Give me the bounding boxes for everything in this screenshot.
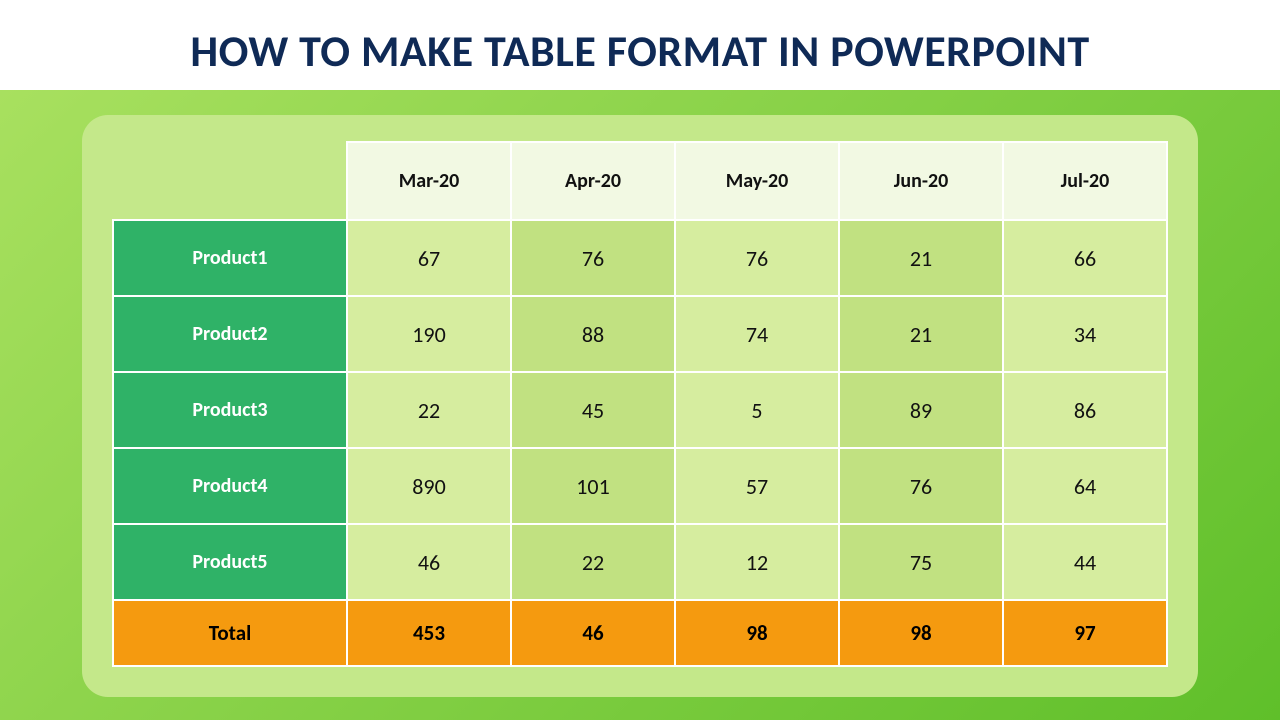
cell: 21 (839, 296, 1003, 372)
table-header-row: Mar-20 Apr-20 May-20 Jun-20 Jul-20 (113, 142, 1167, 220)
row-label: Product4 (113, 448, 347, 524)
slide-stage: Mar-20 Apr-20 May-20 Jun-20 Jul-20 Produ… (0, 90, 1280, 720)
cell: 67 (347, 220, 511, 296)
table-row: Product5 46 22 12 75 44 (113, 524, 1167, 600)
page-title: HOW TO MAKE TABLE FORMAT IN POWERPOINT (0, 0, 1280, 86)
total-label: Total (113, 600, 347, 666)
cell: 46 (347, 524, 511, 600)
cell: 64 (1003, 448, 1167, 524)
cell: 66 (1003, 220, 1167, 296)
total-cell: 46 (511, 600, 675, 666)
table-row: Product1 67 76 76 21 66 (113, 220, 1167, 296)
table-row: Product2 190 88 74 21 34 (113, 296, 1167, 372)
row-label: Product3 (113, 372, 347, 448)
total-cell: 98 (675, 600, 839, 666)
cell: 89 (839, 372, 1003, 448)
cell: 45 (511, 372, 675, 448)
total-cell: 98 (839, 600, 1003, 666)
table-row: Product4 890 101 57 76 64 (113, 448, 1167, 524)
col-header: May-20 (675, 142, 839, 220)
cell: 22 (511, 524, 675, 600)
cell: 22 (347, 372, 511, 448)
total-cell: 97 (1003, 600, 1167, 666)
col-header: Mar-20 (347, 142, 511, 220)
cell: 890 (347, 448, 511, 524)
cell: 12 (675, 524, 839, 600)
table-corner-cell (113, 142, 347, 220)
cell: 101 (511, 448, 675, 524)
col-header: Apr-20 (511, 142, 675, 220)
cell: 76 (511, 220, 675, 296)
cell: 74 (675, 296, 839, 372)
table-total-row: Total 453 46 98 98 97 (113, 600, 1167, 666)
row-label: Product5 (113, 524, 347, 600)
cell: 190 (347, 296, 511, 372)
cell: 44 (1003, 524, 1167, 600)
table-body: Product1 67 76 76 21 66 Product2 190 88 … (113, 220, 1167, 666)
cell: 88 (511, 296, 675, 372)
table-row: Product3 22 45 5 89 86 (113, 372, 1167, 448)
cell: 34 (1003, 296, 1167, 372)
cell: 86 (1003, 372, 1167, 448)
cell: 21 (839, 220, 1003, 296)
cell: 76 (675, 220, 839, 296)
cell: 76 (839, 448, 1003, 524)
row-label: Product2 (113, 296, 347, 372)
total-cell: 453 (347, 600, 511, 666)
cell: 75 (839, 524, 1003, 600)
table-card: Mar-20 Apr-20 May-20 Jun-20 Jul-20 Produ… (82, 115, 1198, 697)
col-header: Jun-20 (839, 142, 1003, 220)
cell: 5 (675, 372, 839, 448)
col-header: Jul-20 (1003, 142, 1167, 220)
data-table: Mar-20 Apr-20 May-20 Jun-20 Jul-20 Produ… (112, 141, 1168, 667)
cell: 57 (675, 448, 839, 524)
row-label: Product1 (113, 220, 347, 296)
